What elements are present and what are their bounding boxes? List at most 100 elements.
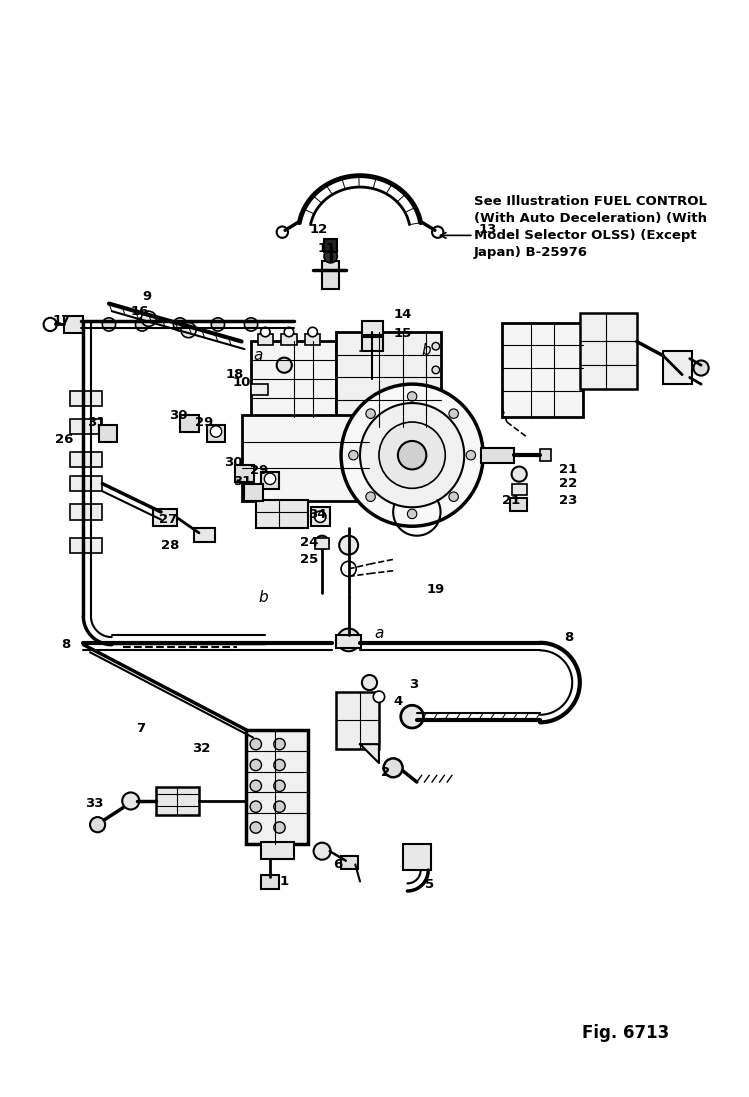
Circle shape bbox=[373, 691, 385, 702]
Circle shape bbox=[324, 250, 337, 263]
Text: b: b bbox=[422, 343, 431, 359]
Polygon shape bbox=[360, 744, 379, 764]
Text: b: b bbox=[258, 590, 268, 604]
Text: 18: 18 bbox=[225, 369, 244, 381]
Bar bbox=[251, 384, 268, 396]
Circle shape bbox=[348, 451, 358, 460]
Bar bbox=[258, 333, 273, 346]
Circle shape bbox=[141, 312, 157, 326]
Bar bbox=[261, 875, 279, 889]
Circle shape bbox=[407, 509, 417, 519]
Text: 17: 17 bbox=[52, 314, 70, 327]
Circle shape bbox=[466, 451, 476, 460]
Circle shape bbox=[308, 327, 318, 337]
Text: 1: 1 bbox=[279, 875, 289, 887]
Circle shape bbox=[407, 392, 417, 402]
Text: 21: 21 bbox=[503, 494, 521, 507]
Circle shape bbox=[366, 409, 375, 418]
Text: 4: 4 bbox=[393, 695, 402, 708]
Circle shape bbox=[314, 842, 330, 860]
Text: 30: 30 bbox=[169, 409, 187, 422]
Text: 21: 21 bbox=[560, 463, 577, 476]
Bar bbox=[282, 333, 297, 346]
Circle shape bbox=[432, 389, 440, 397]
Circle shape bbox=[43, 318, 57, 331]
Bar bbox=[336, 635, 361, 648]
Bar bbox=[510, 498, 527, 511]
Text: 13: 13 bbox=[479, 223, 497, 236]
Circle shape bbox=[284, 327, 294, 337]
Bar bbox=[154, 509, 178, 527]
Circle shape bbox=[90, 817, 105, 833]
Circle shape bbox=[366, 491, 375, 501]
Circle shape bbox=[274, 759, 285, 771]
Circle shape bbox=[315, 535, 329, 548]
Bar bbox=[315, 538, 329, 548]
Text: 23: 23 bbox=[560, 494, 577, 507]
Bar bbox=[403, 844, 431, 870]
Bar bbox=[99, 425, 118, 442]
Text: 25: 25 bbox=[300, 553, 318, 566]
Circle shape bbox=[103, 318, 115, 331]
Circle shape bbox=[264, 473, 276, 485]
Circle shape bbox=[274, 738, 285, 750]
Bar bbox=[256, 500, 308, 528]
Text: 27: 27 bbox=[159, 513, 177, 527]
Circle shape bbox=[250, 759, 261, 771]
Circle shape bbox=[211, 318, 225, 331]
Bar bbox=[70, 419, 103, 434]
Bar bbox=[336, 332, 440, 427]
Bar bbox=[235, 465, 254, 482]
Bar bbox=[70, 391, 103, 406]
Bar bbox=[70, 452, 103, 467]
Circle shape bbox=[362, 675, 377, 690]
Text: 10: 10 bbox=[232, 376, 251, 388]
Text: See Illustration FUEL CONTROL
(With Auto Deceleration) (With
Model Selector OLSS: See Illustration FUEL CONTROL (With Auto… bbox=[473, 194, 707, 259]
Circle shape bbox=[401, 705, 423, 728]
Text: 32: 32 bbox=[192, 743, 210, 756]
Bar bbox=[180, 416, 199, 432]
Bar bbox=[70, 476, 103, 491]
Bar bbox=[261, 841, 294, 859]
Bar bbox=[512, 484, 527, 495]
Circle shape bbox=[244, 318, 258, 331]
Circle shape bbox=[512, 466, 527, 482]
Circle shape bbox=[341, 562, 357, 576]
Text: 6: 6 bbox=[333, 858, 343, 871]
Text: 26: 26 bbox=[55, 432, 73, 445]
Bar bbox=[64, 316, 83, 333]
Circle shape bbox=[173, 318, 187, 331]
Bar bbox=[362, 320, 383, 335]
Circle shape bbox=[432, 226, 443, 238]
Text: 8: 8 bbox=[61, 638, 71, 652]
Circle shape bbox=[136, 318, 149, 331]
Text: a: a bbox=[253, 348, 262, 363]
Circle shape bbox=[122, 792, 139, 810]
Text: 11: 11 bbox=[318, 242, 336, 256]
Text: 29: 29 bbox=[195, 416, 213, 429]
Text: 9: 9 bbox=[142, 291, 151, 304]
Bar bbox=[194, 528, 215, 542]
Text: 33: 33 bbox=[85, 798, 104, 811]
Text: 28: 28 bbox=[161, 539, 180, 552]
Bar bbox=[663, 351, 691, 384]
Bar bbox=[336, 692, 379, 749]
Bar bbox=[207, 425, 225, 442]
Text: 24: 24 bbox=[300, 535, 318, 548]
Bar bbox=[242, 416, 369, 500]
Bar bbox=[70, 505, 103, 520]
Bar bbox=[246, 730, 308, 844]
Circle shape bbox=[181, 323, 196, 338]
Bar bbox=[157, 787, 199, 815]
Circle shape bbox=[432, 414, 440, 421]
Circle shape bbox=[383, 758, 403, 778]
Text: 31: 31 bbox=[88, 417, 106, 429]
Bar bbox=[244, 484, 264, 500]
Circle shape bbox=[379, 422, 445, 488]
Text: Fig. 6713: Fig. 6713 bbox=[582, 1025, 669, 1042]
Bar bbox=[70, 538, 103, 553]
Circle shape bbox=[341, 384, 483, 527]
Text: 14: 14 bbox=[393, 308, 412, 321]
Circle shape bbox=[315, 511, 326, 522]
Bar bbox=[362, 337, 383, 351]
